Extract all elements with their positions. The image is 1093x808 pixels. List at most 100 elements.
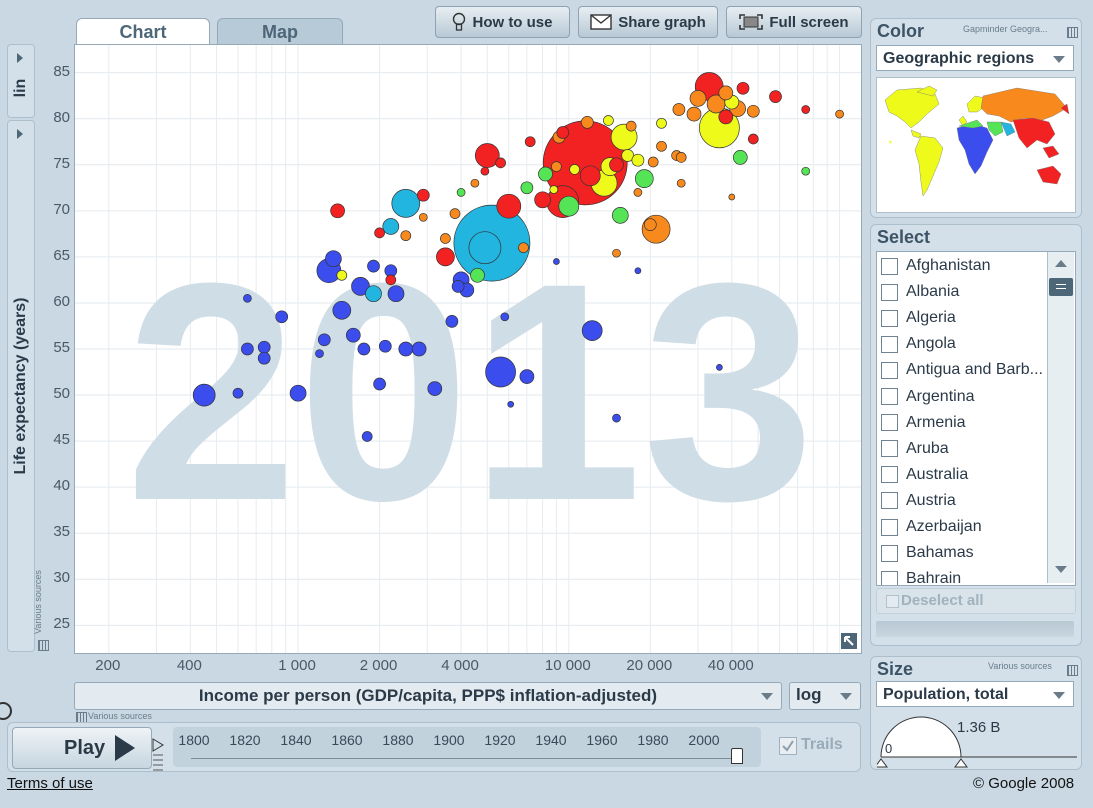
country-bubble[interactable]	[634, 267, 642, 275]
country-bubble[interactable]	[345, 327, 361, 343]
country-bubble[interactable]	[549, 185, 559, 194]
country-bubble[interactable]	[718, 85, 734, 101]
country-bubble[interactable]	[378, 339, 392, 353]
country-checkbox[interactable]	[881, 361, 898, 379]
country-bubble[interactable]	[480, 166, 490, 176]
country-bubble[interactable]	[728, 193, 736, 201]
country-bubble[interactable]	[315, 349, 324, 358]
table-icon[interactable]	[1067, 665, 1078, 676]
country-list-item[interactable]: Australia	[881, 464, 968, 486]
country-list-item[interactable]: Albania	[881, 281, 959, 303]
share-graph-button[interactable]: Share graph	[578, 6, 718, 38]
country-bubble[interactable]	[603, 115, 614, 126]
bubble-chart-svg[interactable]: 2013	[75, 45, 861, 653]
color-dropdown[interactable]: Geographic regions	[876, 45, 1074, 71]
country-bubble[interactable]	[656, 117, 667, 129]
country-bubble[interactable]	[647, 156, 659, 168]
country-bubble[interactable]	[672, 103, 686, 116]
country-checkbox[interactable]	[881, 388, 898, 405]
country-bubble[interactable]	[243, 293, 252, 303]
x-axis-selector[interactable]: Income per person (GDP/capita, PPP$ infl…	[74, 682, 782, 710]
country-bubble[interactable]	[445, 315, 459, 328]
country-bubble[interactable]	[398, 341, 414, 357]
country-checkbox[interactable]	[881, 466, 898, 484]
country-bubble[interactable]	[675, 152, 687, 163]
country-bubble[interactable]	[500, 312, 510, 322]
country-list-scrollbar[interactable]	[1047, 252, 1074, 583]
country-bubble[interactable]	[257, 351, 271, 365]
country-bubble[interactable]	[382, 218, 400, 235]
country-list-item[interactable]: Angola	[881, 333, 956, 355]
country-bubble[interactable]	[468, 231, 502, 265]
country-bubble[interactable]	[551, 161, 562, 172]
country-bubble[interactable]	[365, 285, 382, 303]
country-bubble[interactable]	[569, 164, 580, 175]
country-bubble[interactable]	[257, 340, 271, 354]
country-bubble[interactable]	[631, 153, 645, 167]
country-bubble[interactable]	[275, 310, 289, 324]
country-bubble[interactable]	[387, 285, 405, 303]
country-bubble[interactable]	[689, 90, 707, 107]
select-search-field[interactable]	[876, 621, 1074, 637]
country-bubble[interactable]	[436, 247, 455, 267]
country-bubble[interactable]	[538, 166, 553, 182]
country-bubble[interactable]	[232, 387, 244, 399]
country-bubble[interactable]	[746, 104, 760, 118]
y-scale-selector[interactable]: lin	[7, 44, 35, 118]
country-list-item[interactable]: Azerbaijan	[881, 516, 982, 538]
country-bubble[interactable]	[470, 267, 485, 283]
speed-control[interactable]	[151, 737, 165, 771]
country-list-item[interactable]: Armenia	[881, 412, 966, 434]
region-color-map[interactable]	[876, 77, 1076, 213]
country-bubble[interactable]	[241, 342, 254, 356]
country-bubble[interactable]	[643, 218, 657, 231]
play-button[interactable]: Play	[12, 727, 152, 769]
country-checkbox[interactable]	[881, 570, 898, 585]
country-bubble[interactable]	[732, 150, 748, 165]
country-checkbox[interactable]	[881, 283, 898, 301]
country-bubble[interactable]	[367, 259, 380, 273]
country-bubble[interactable]	[485, 356, 516, 388]
country-bubble[interactable]	[534, 191, 551, 209]
country-bubble[interactable]	[524, 136, 536, 148]
country-bubble[interactable]	[411, 341, 427, 357]
country-bubble[interactable]	[373, 377, 386, 391]
country-checkbox[interactable]	[881, 440, 898, 458]
country-bubble[interactable]	[625, 120, 637, 132]
country-bubble[interactable]	[336, 269, 348, 281]
deselect-all-button[interactable]: Deselect all	[876, 588, 1076, 614]
country-bubble[interactable]	[385, 274, 397, 286]
country-bubble[interactable]	[495, 157, 506, 169]
country-bubble[interactable]	[361, 431, 373, 442]
country-bubble[interactable]	[716, 364, 723, 371]
full-screen-button[interactable]: Full screen	[726, 6, 862, 38]
country-bubble[interactable]	[656, 140, 667, 152]
country-bubble[interactable]	[676, 178, 686, 188]
country-bubble[interactable]	[579, 165, 601, 187]
country-bubble[interactable]	[317, 333, 331, 347]
country-checkbox[interactable]	[881, 518, 898, 536]
country-list-item[interactable]: Aruba	[881, 438, 949, 460]
country-bubble[interactable]	[558, 195, 580, 217]
country-bubble[interactable]	[427, 381, 443, 396]
country-bubble[interactable]	[769, 90, 782, 103]
country-bubble[interactable]	[520, 181, 534, 195]
country-bubble[interactable]	[747, 133, 759, 145]
table-icon[interactable]	[38, 640, 49, 651]
timeline-slider-handle[interactable]	[731, 748, 743, 764]
country-bubble[interactable]	[518, 242, 529, 254]
country-bubble[interactable]	[374, 227, 385, 239]
country-bubble[interactable]	[633, 188, 643, 197]
country-bubble[interactable]	[519, 369, 535, 384]
country-checkbox[interactable]	[881, 414, 898, 432]
country-list-item[interactable]: Antigua and Barb...	[881, 359, 1043, 381]
country-checkbox[interactable]	[881, 544, 898, 562]
country-bubble[interactable]	[449, 208, 461, 219]
country-list-item[interactable]: Austria	[881, 490, 956, 512]
country-bubble[interactable]	[332, 300, 352, 320]
table-icon[interactable]	[1067, 27, 1078, 38]
scroll-thumb[interactable]	[1049, 278, 1073, 296]
country-bubble[interactable]	[400, 230, 412, 242]
x-scale-selector[interactable]: log	[789, 682, 861, 710]
zoom-icon[interactable]	[0, 702, 12, 720]
